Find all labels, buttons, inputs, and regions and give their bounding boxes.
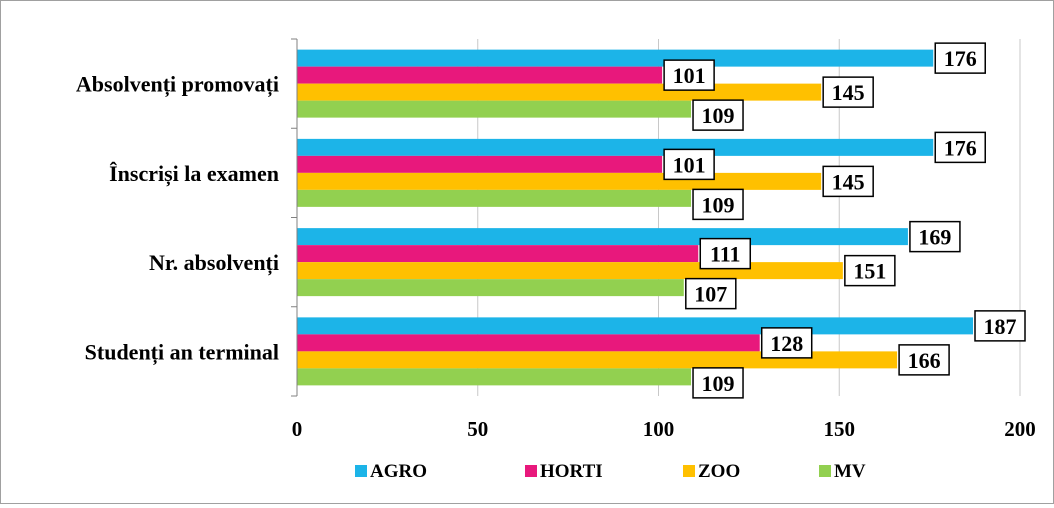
x-tick-label: 200: [1004, 417, 1036, 441]
legend-swatch: [525, 465, 537, 477]
data-label-horti: 101: [663, 59, 715, 91]
data-label-text: 169: [918, 225, 951, 250]
bar-zoo: [297, 262, 843, 280]
legend: AGRO HORTI ZOO MV: [355, 461, 866, 482]
legend-label: AGRO: [370, 461, 427, 482]
bar-zoo: [297, 351, 898, 369]
category-labels: Studenți an terminal Nr. absolvenți Înscri…: [76, 72, 279, 366]
x-tick-labels: 0 50 100 150 200: [292, 417, 1036, 441]
axes: [291, 38, 298, 397]
category-label: Înscriși la examen: [109, 161, 279, 187]
data-label-box: [760, 327, 813, 359]
data-label-mv: 107: [685, 277, 737, 310]
data-label-box: [663, 59, 715, 91]
legend-item-zoo: ZOO: [683, 461, 740, 482]
data-label-text: 145: [832, 80, 865, 105]
bar-agro: [297, 317, 974, 335]
data-label-horti: 128: [760, 327, 813, 359]
data-label-agro: 169: [909, 220, 961, 253]
data-label-zoo: 166: [898, 344, 950, 376]
bar-horti: [297, 334, 760, 352]
bar-horti: [297, 66, 663, 84]
bar-mv: [297, 368, 692, 386]
data-label-box: [934, 131, 986, 164]
bar-mv: [297, 189, 692, 207]
data-label-text: 128: [770, 331, 803, 356]
data-label-box: [663, 148, 715, 181]
x-tick-label: 50: [467, 417, 488, 441]
bar-zoo: [297, 172, 822, 190]
data-labels: 187 128 166 109 169 111 151 107 176 101 145 109 176 1…: [663, 42, 1026, 399]
bar-agro: [297, 49, 934, 67]
data-label-horti: 101: [663, 148, 715, 181]
data-label-text: 107: [694, 282, 727, 307]
data-label-box: [898, 344, 950, 376]
data-label-text: 101: [673, 152, 706, 177]
bar-agro: [297, 228, 908, 246]
data-label-box: [822, 165, 874, 198]
bar-zoo: [297, 83, 822, 101]
category-label: Nr. absolvenți: [149, 250, 279, 276]
x-tick-label: 150: [824, 417, 856, 441]
data-label-text: 187: [984, 314, 1017, 339]
bar-horti: [297, 155, 663, 173]
data-label-text: 109: [702, 103, 735, 128]
data-label-text: 145: [832, 169, 865, 194]
data-label-agro: 176: [934, 42, 986, 74]
bar-agro: [297, 138, 934, 156]
category-label: Absolvenți promovați: [76, 72, 279, 98]
data-label-agro: 176: [934, 131, 986, 164]
data-label-box: [692, 188, 744, 221]
data-label-text: 111: [710, 242, 741, 267]
category-label: Studenți an terminal: [85, 339, 279, 365]
data-label-zoo: 145: [822, 165, 874, 198]
legend-item-horti: HORTI: [525, 461, 603, 482]
data-label-mv: 109: [692, 367, 744, 399]
legend-item-agro: AGRO: [355, 461, 427, 482]
data-label-box: [822, 76, 874, 108]
data-label-mv: 109: [692, 99, 744, 131]
data-label-text: 166: [908, 348, 941, 373]
data-label-text: 151: [853, 259, 886, 284]
data-label-box: [685, 277, 737, 310]
bars: [297, 49, 974, 386]
data-label-text: 176: [944, 46, 977, 71]
data-label-box: [692, 99, 744, 131]
data-label-box: [844, 254, 896, 287]
x-tick-label: 0: [292, 417, 303, 441]
legend-label: HORTI: [540, 461, 603, 482]
data-label-mv: 109: [692, 188, 744, 221]
legend-swatch: [683, 465, 695, 477]
data-label-text: 109: [702, 371, 735, 396]
data-label-zoo: 145: [822, 76, 874, 108]
data-label-box: [909, 220, 961, 253]
legend-label: ZOO: [698, 461, 740, 482]
data-label-box: [699, 237, 752, 270]
legend-swatch: [819, 465, 831, 477]
bar-horti: [297, 245, 699, 263]
data-label-zoo: 151: [844, 254, 896, 287]
data-label-horti: 111: [699, 237, 752, 270]
data-label-text: 101: [673, 63, 706, 88]
data-label-box: [934, 42, 986, 74]
data-label-text: 176: [944, 135, 977, 160]
bar-mv: [297, 279, 684, 297]
bar-mv: [297, 100, 692, 118]
x-tick-label: 100: [643, 417, 675, 441]
legend-swatch: [355, 465, 367, 477]
legend-item-mv: MV: [819, 461, 866, 482]
data-label-text: 109: [702, 192, 735, 217]
data-label-box: [692, 367, 744, 399]
legend-label: MV: [834, 461, 866, 482]
data-label-box: [974, 310, 1026, 342]
data-label-agro: 187: [974, 310, 1026, 342]
